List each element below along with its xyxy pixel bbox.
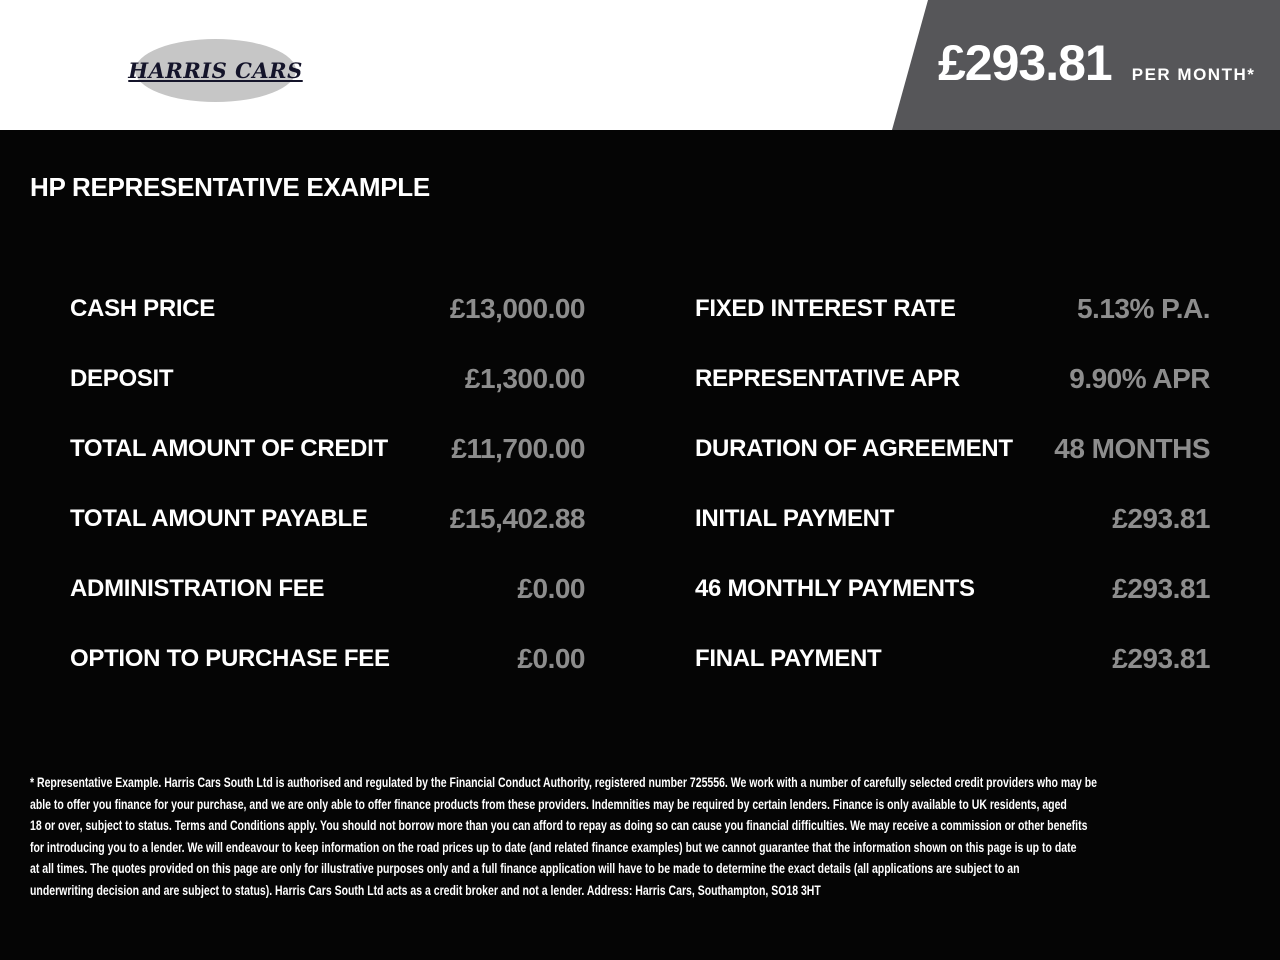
- finance-row: REPRESENTATIVE APR 9.90% APR: [695, 344, 1210, 414]
- finance-row: 46 MONTHLY PAYMENTS £293.81: [695, 554, 1210, 624]
- finance-value: £293.81: [1112, 643, 1210, 674]
- finance-row: TOTAL AMOUNT OF CREDIT £11,700.00: [70, 414, 585, 484]
- finance-value: 48 MONTHS: [1054, 433, 1210, 464]
- finance-value: £0.00: [517, 643, 585, 674]
- finance-label: TOTAL AMOUNT PAYABLE: [70, 505, 368, 532]
- finance-label: CASH PRICE: [70, 295, 216, 322]
- finance-value: £293.81: [1112, 503, 1210, 534]
- disclaimer-line: for introducing you to a lender. We will…: [30, 838, 1077, 855]
- disclaimer-line: at all times. The quotes provided on thi…: [30, 860, 1020, 876]
- finance-value: 9.90% APR: [1069, 363, 1210, 394]
- monthly-price: £293.81: [938, 35, 1113, 91]
- disclaimer-line: underwriting decision and are subject to…: [30, 881, 821, 898]
- finance-value: £293.81: [1112, 573, 1210, 604]
- finance-label: DURATION OF AGREEMENT: [695, 435, 1013, 462]
- finance-row: DURATION OF AGREEMENT 48 MONTHS: [695, 414, 1210, 484]
- price-banner: £293.81 PER MONTH*: [892, 0, 1280, 130]
- finance-value: £13,000.00: [449, 293, 586, 324]
- finance-value: £15,402.88: [449, 503, 586, 534]
- dealer-logo: HARRIS CARS: [128, 39, 302, 102]
- finance-label: ADMINISTRATION FEE: [70, 575, 325, 602]
- finance-label: DEPOSIT: [70, 365, 174, 392]
- finance-value: £0.00: [517, 573, 585, 604]
- finance-row: TOTAL AMOUNT PAYABLE £15,402.88: [70, 484, 586, 554]
- finance-value: £11,700.00: [451, 433, 585, 464]
- finance-row: ADMINISTRATION FEE £0.00: [70, 554, 585, 624]
- finance-row: OPTION TO PURCHASE FEE £0.00: [70, 624, 585, 694]
- finance-row: FINAL PAYMENT £293.81: [695, 624, 1210, 694]
- finance-value: 5.13% P.A.: [1076, 293, 1211, 324]
- disclaimer: * Representative Example. Harris Cars So…: [30, 772, 1150, 901]
- finance-label: 46 MONTHLY PAYMENTS: [695, 575, 975, 602]
- page-title: HP REPRESENTATIVE EXAMPLE: [30, 172, 430, 202]
- finance-value: £1,300.00: [464, 363, 586, 394]
- finance-label: FIXED INTEREST RATE: [695, 295, 956, 322]
- finance-label: FINAL PAYMENT: [695, 645, 882, 672]
- header: HARRIS CARS £293.81 PER MONTH*: [0, 0, 1280, 130]
- monthly-price-suffix: PER MONTH*: [1131, 65, 1256, 84]
- finance-label: TOTAL AMOUNT OF CREDIT: [70, 435, 388, 462]
- finance-row: INITIAL PAYMENT £293.81: [695, 484, 1210, 554]
- disclaimer-line: 18 or over, subject to status. Terms and…: [30, 817, 1088, 833]
- finance-label: INITIAL PAYMENT: [695, 505, 895, 532]
- finance-grid: CASH PRICE £13,000.00 DEPOSIT £1,300.00 …: [70, 274, 1211, 694]
- disclaimer-line: able to offer you finance for your purch…: [30, 795, 1067, 812]
- dealer-logo-text: HARRIS CARS: [128, 58, 303, 83]
- finance-row: DEPOSIT £1,300.00: [70, 344, 586, 414]
- finance-row: CASH PRICE £13,000.00: [70, 274, 586, 344]
- finance-label: REPRESENTATIVE APR: [695, 365, 960, 392]
- finance-column-right: FIXED INTEREST RATE 5.13% P.A. REPRESENT…: [695, 274, 1211, 694]
- disclaimer-line: * Representative Example. Harris Cars So…: [30, 774, 1098, 790]
- finance-row: FIXED INTEREST RATE 5.13% P.A.: [695, 274, 1211, 344]
- finance-column-left: CASH PRICE £13,000.00 DEPOSIT £1,300.00 …: [70, 274, 586, 694]
- finance-label: OPTION TO PURCHASE FEE: [70, 645, 390, 672]
- finance-example-panel: HP REPRESENTATIVE EXAMPLE CASH PRICE £13…: [0, 130, 1280, 901]
